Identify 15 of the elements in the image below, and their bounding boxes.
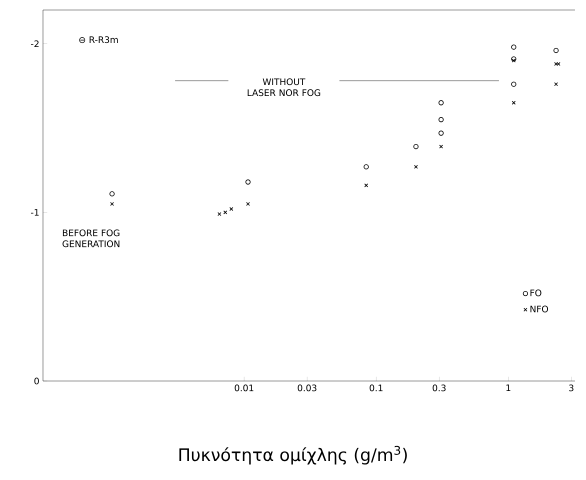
x-tick-label: 0.3 bbox=[432, 384, 446, 392]
y-tick-label: -1 bbox=[30, 209, 39, 216]
x-tick-label: 3 bbox=[569, 384, 574, 392]
legend-label: NFO bbox=[530, 306, 548, 312]
x-tick-label: 0.01 bbox=[234, 384, 254, 392]
y-tick-label: 0 bbox=[34, 378, 39, 384]
x-tick-label: 0.1 bbox=[370, 384, 383, 392]
ref-line-label: WITHOUT LASER NOR FOG bbox=[248, 78, 320, 96]
x-axis-title: Πυκνότητα ομίχλης (g/m$^{3}$) bbox=[179, 446, 407, 465]
annotation: BEFORE FOG GENERATION bbox=[62, 229, 120, 248]
annotation: ⊖ R-R3m bbox=[79, 36, 118, 44]
x-tick-label: 0.03 bbox=[298, 384, 316, 392]
y-tick-label: -2 bbox=[30, 40, 39, 48]
legend-label: FO bbox=[530, 289, 542, 296]
x-tick-label: 1 bbox=[506, 384, 510, 392]
